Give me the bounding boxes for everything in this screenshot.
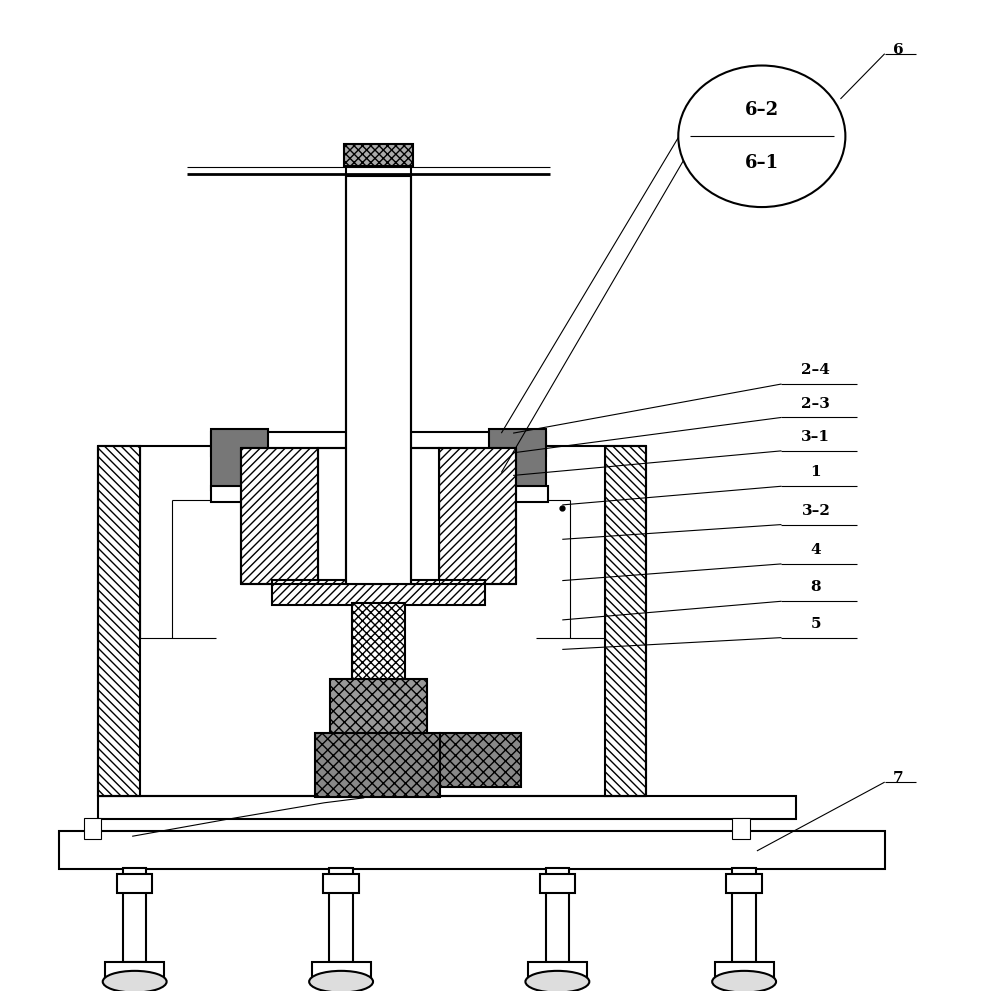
Text: 5: 5 [811, 617, 821, 631]
Text: 3–2: 3–2 [801, 504, 831, 518]
Text: 1: 1 [811, 465, 821, 479]
Bar [318, 448, 439, 584]
Bar [211, 432, 546, 456]
Bar [98, 446, 140, 796]
Bar [346, 176, 411, 584]
Bar [352, 603, 405, 682]
Bar [489, 486, 548, 502]
Ellipse shape [103, 971, 167, 992]
Bar [211, 486, 270, 502]
Bar [540, 874, 575, 893]
Bar [241, 448, 318, 584]
Bar [329, 868, 353, 962]
Bar [732, 818, 750, 839]
Ellipse shape [712, 971, 777, 992]
Bar [211, 429, 268, 490]
Bar [330, 679, 427, 736]
Bar [732, 868, 756, 962]
Bar [546, 868, 569, 962]
Text: 3–1: 3–1 [801, 430, 831, 444]
Text: 8: 8 [811, 580, 821, 594]
Bar [105, 962, 164, 980]
Text: 6–2: 6–2 [745, 101, 779, 119]
Bar [440, 733, 521, 787]
Bar [489, 429, 546, 490]
Bar [439, 448, 516, 584]
Bar [98, 796, 796, 819]
Bar [344, 144, 413, 166]
Ellipse shape [526, 971, 590, 992]
Bar [312, 962, 371, 980]
Bar [84, 818, 101, 839]
Bar [528, 962, 587, 980]
Bar [726, 874, 762, 893]
Ellipse shape [310, 971, 374, 992]
Bar [117, 874, 152, 893]
Text: 4: 4 [811, 543, 821, 557]
Text: 2–3: 2–3 [801, 397, 831, 411]
Text: 6: 6 [893, 43, 903, 57]
Bar [315, 733, 440, 797]
Bar [605, 446, 646, 796]
Bar [59, 831, 885, 869]
Text: 7: 7 [893, 771, 903, 785]
Bar [272, 580, 485, 605]
Text: 2–4: 2–4 [801, 363, 831, 377]
Bar [323, 874, 359, 893]
Ellipse shape [678, 66, 845, 207]
Bar [123, 868, 146, 962]
Bar [715, 962, 774, 980]
Text: 6–1: 6–1 [745, 154, 779, 172]
